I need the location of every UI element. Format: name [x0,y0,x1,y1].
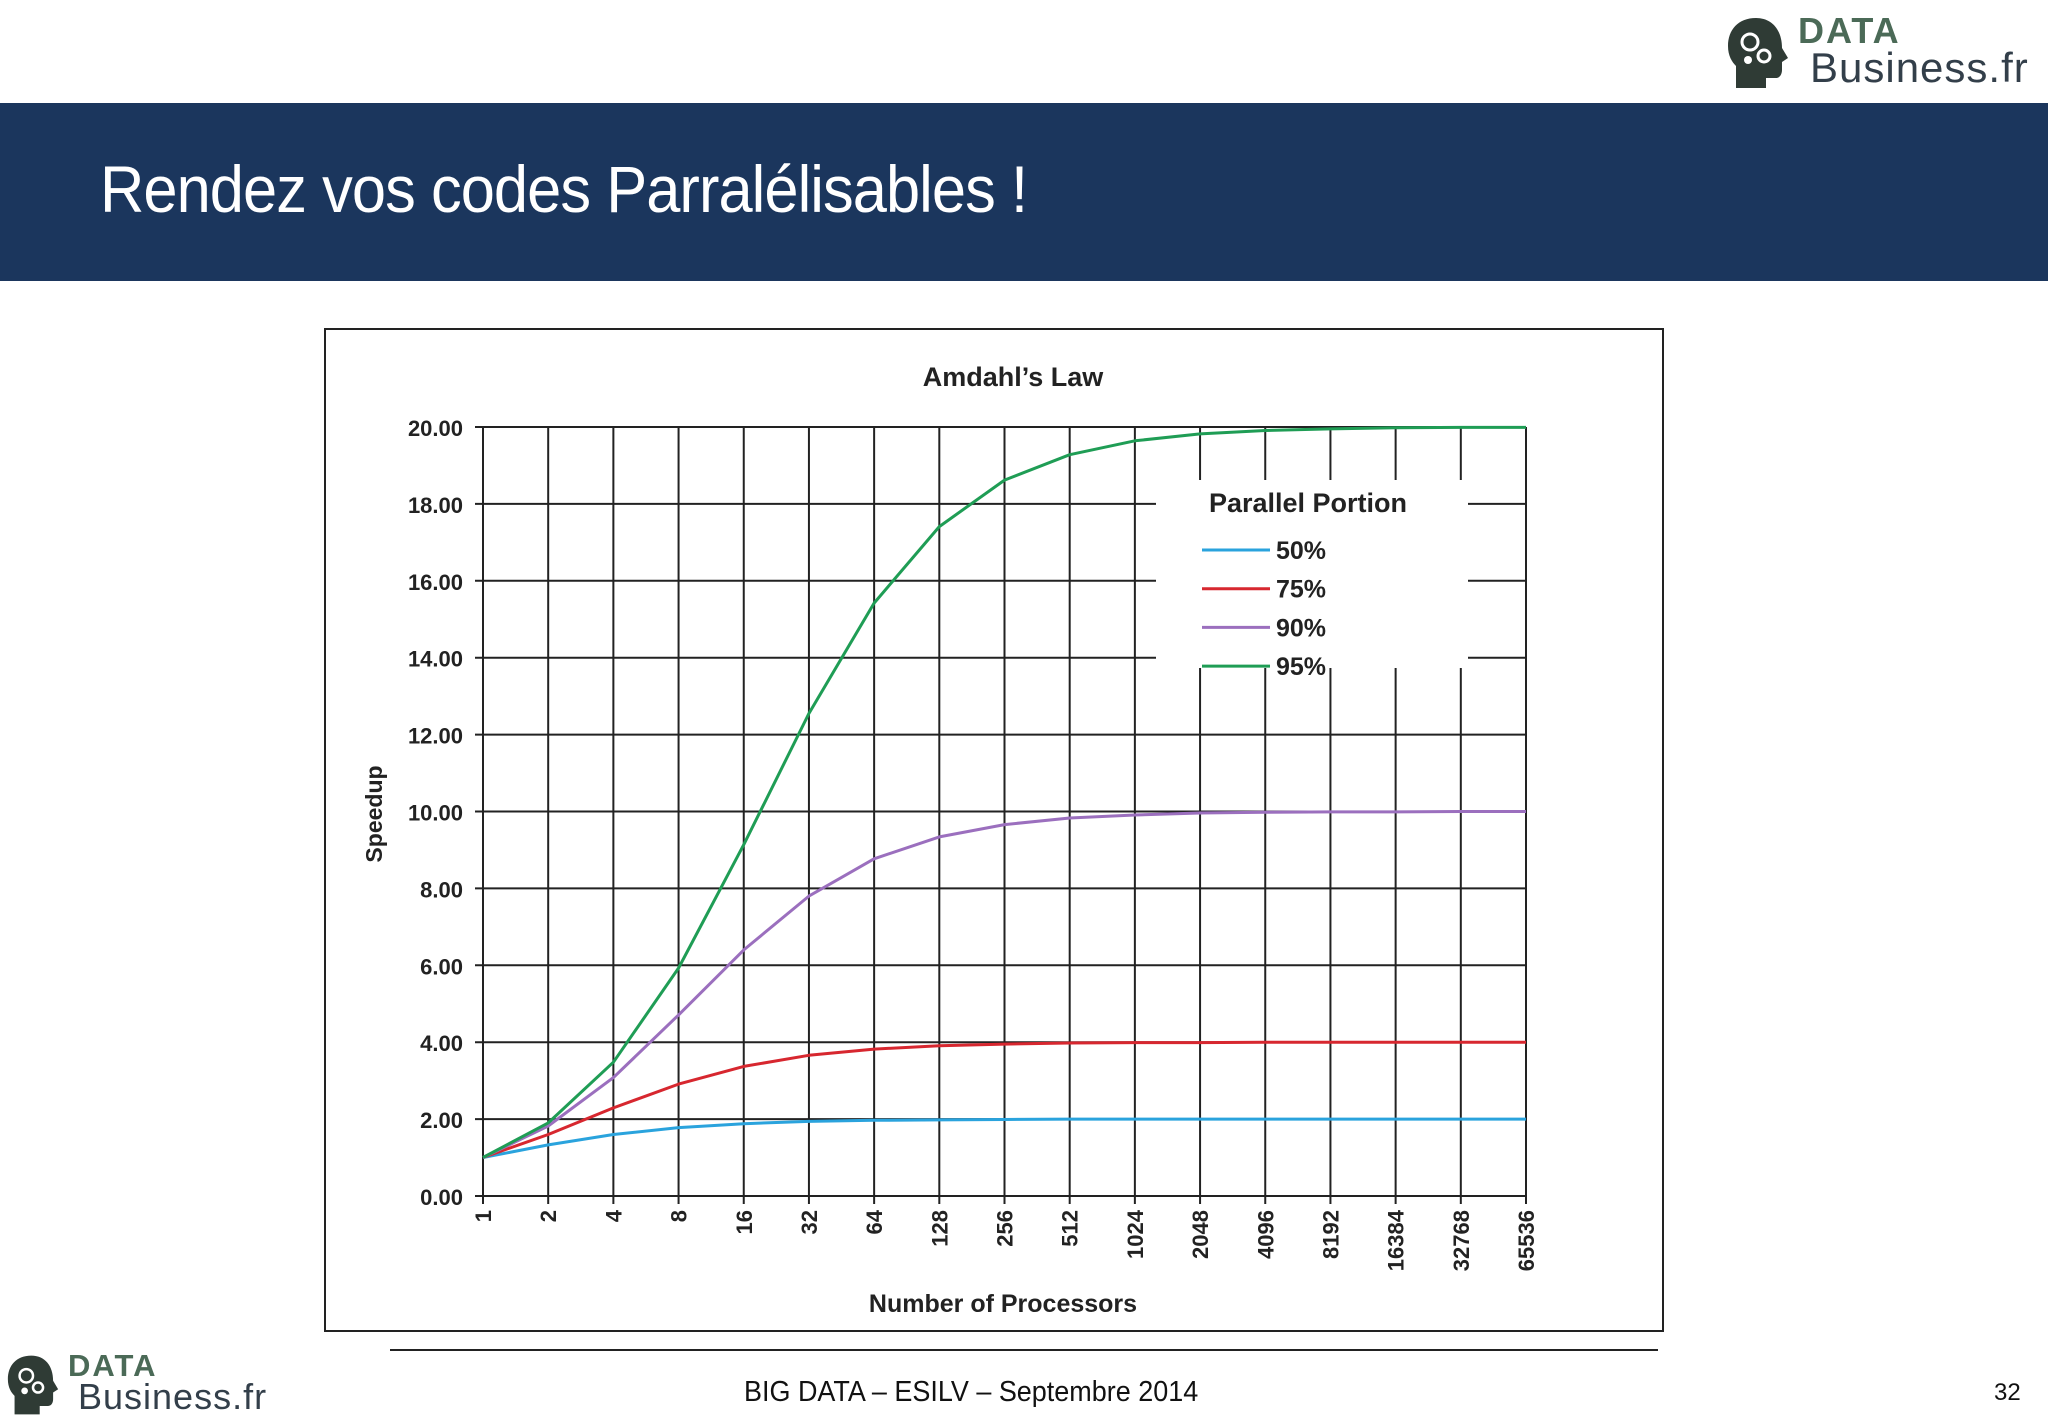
x-tick-label: 32768 [1449,1210,1474,1271]
brain-head-icon [7,1355,59,1415]
series-line-50pct [482,1117,1526,1159]
series-line-90pct [482,810,1526,1159]
x-tick-label: 1024 [1123,1209,1148,1259]
y-tick-label: 0.00 [420,1185,463,1210]
x-tick-label: 65536 [1514,1210,1539,1271]
amdahl-chart: 0.00 2.00 4.00 6.00 8.00 10.00 12.00 14.00 16.00… [361,362,1539,1318]
slide-title: Rendez vos codes Parralélisables ! [100,152,1028,226]
legend-title: Parallel Portion [1209,488,1407,518]
y-tick-label: 6.00 [420,954,463,979]
brand-logo-bottom: DATA Business.fr [6,1348,268,1417]
y-tick-label: 20.00 [408,416,463,441]
brand-data-word: DATA [1798,10,1901,51]
brain-head-icon [1728,18,1788,88]
brand-data-word: DATA [68,1348,158,1383]
y-tick-label: 2.00 [420,1108,463,1133]
series-line-75pct [482,1040,1526,1159]
x-tick-label: 16 [732,1210,757,1234]
x-tick-label: 32 [797,1210,822,1234]
legend-label: 75% [1276,576,1326,604]
page-number: 32 [1994,1379,2021,1406]
series-line-95pct [482,425,1526,1159]
legend-label: 95% [1276,653,1326,681]
chart-frame: 0.00 2.00 4.00 6.00 8.00 10.00 12.00 14.00 16.00… [324,328,1664,1332]
y-tick-label: 8.00 [420,877,463,902]
y-tick-label: 4.00 [420,1031,463,1056]
legend-box [1156,480,1468,668]
x-tick-label: 256 [993,1210,1018,1247]
x-tick-label: 8 [667,1210,692,1222]
x-tick-label: 8192 [1318,1210,1343,1259]
y-tick-label: 16.00 [408,570,463,595]
x-tick-label: 512 [1058,1210,1083,1247]
x-tick-label: 128 [927,1210,952,1247]
brand-logo-top: DATA Business.fr [1726,10,2036,94]
brand-business-word: Business.fr [1810,44,2029,91]
x-tick-label: 1 [471,1210,496,1222]
footer-text: BIG DATA – ESILV – Septembre 2014 [744,1376,1199,1408]
y-tick-label: 18.00 [408,493,463,518]
x-tick-label: 2048 [1188,1210,1213,1259]
x-tick-label: 16384 [1384,1209,1409,1271]
legend-label: 90% [1276,614,1326,642]
y-tick-label: 12.00 [408,724,463,749]
brand-business-word: Business.fr [78,1376,268,1417]
x-tick-label: 64 [862,1209,887,1234]
x-axis-label: Number of Processors [869,1290,1137,1318]
x-tick-label: 2 [536,1210,561,1222]
y-tick-label: 10.00 [408,801,463,826]
legend-label: 50% [1276,537,1326,565]
title-band: Rendez vos codes Parralélisables ! [0,103,2048,281]
chart-title: Amdahl’s Law [923,362,1105,392]
x-tick-label: 4096 [1253,1210,1278,1259]
y-tick-label: 14.00 [408,647,463,672]
y-axis-label: Speedup [361,765,387,862]
x-tick-label: 4 [601,1209,626,1222]
footer-divider [390,1349,1658,1351]
